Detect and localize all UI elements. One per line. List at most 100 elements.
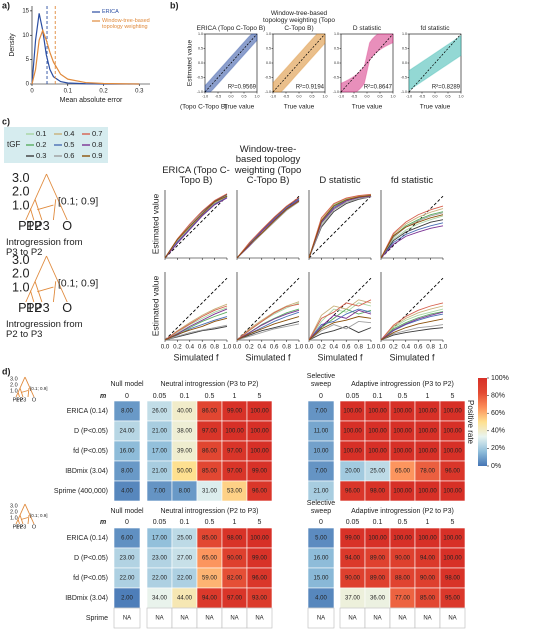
x-tick-label: -1.0 [338, 94, 344, 98]
colorbar-tick-label: 20% [491, 445, 505, 452]
series-line [236, 303, 300, 341]
series-line [236, 323, 300, 341]
tree-branch [52, 281, 57, 303]
cell-label: NA [373, 616, 381, 622]
density-line [31, 28, 140, 85]
tree-branch [25, 255, 47, 303]
x-tick-label: 1.0 [439, 344, 448, 351]
m-value: 0.5 [205, 519, 215, 526]
tree-branch [29, 290, 35, 303]
cell-label: 8.00 [121, 469, 133, 475]
x-tick-label: 1.0 [367, 344, 376, 351]
cell-label: 65.00 [395, 469, 411, 475]
row-label: Introgression from P2 to P3 [6, 319, 83, 340]
m-value: 0.5 [398, 519, 408, 526]
x-tick-label: 0.0 [233, 344, 242, 351]
cell-label: 94.00 [202, 596, 218, 602]
cell-label: 98.00 [445, 576, 461, 582]
series-line [380, 208, 444, 259]
row-label: fd (P<0.05) [73, 448, 108, 455]
series-line [236, 316, 300, 341]
colorbar [478, 378, 487, 466]
series-line [308, 195, 372, 259]
cell-label: 90.00 [420, 576, 436, 582]
cell-label: 100.00 [393, 449, 412, 455]
cell-label: 100.00 [418, 449, 437, 455]
tree-tip: P2 [16, 524, 23, 530]
cell-label: 100.00 [368, 536, 387, 542]
group-title: Adaptive introgression (P3 to P2) [351, 381, 454, 389]
series-line [380, 212, 444, 259]
cell-label: 21.00 [313, 489, 329, 495]
tree-tip: O [32, 524, 37, 530]
series-line [308, 196, 372, 259]
series-line [308, 316, 372, 341]
cell-label: 100.00 [250, 449, 269, 455]
cell-label: NA [398, 616, 406, 622]
cell-label: NA [180, 616, 188, 622]
tree-tip: P3 [34, 219, 49, 233]
legend-label: 0.2 [36, 140, 46, 149]
x-tick-label: 0.8 [354, 344, 363, 351]
cell-label: 96.00 [252, 489, 268, 495]
series-line [380, 222, 444, 259]
row-label: fd (P<0.05) [73, 575, 108, 582]
gene-flow [20, 517, 29, 520]
column-title: Window-tree-based topology weighting (To… [234, 143, 302, 187]
tree-tip: P2 [26, 219, 41, 233]
cell-label: 21.00 [152, 469, 168, 475]
tree-time: 2.0 [12, 267, 30, 281]
gene-flow [37, 286, 54, 293]
m-value: 0.1 [180, 519, 190, 526]
cell-label: 50.00 [177, 469, 193, 475]
y-axis-label: Density [9, 33, 16, 57]
cell-label: 34.00 [152, 596, 168, 602]
cell-label: 100.00 [443, 556, 462, 562]
cell-label: 25.00 [370, 469, 386, 475]
cell-label: NA [123, 616, 131, 622]
cell-label: 97.00 [202, 429, 218, 435]
cell-label: 25.00 [177, 536, 193, 542]
m-value: 5 [451, 393, 455, 400]
tree-tip: O [32, 397, 37, 403]
cell-label: 7.00 [315, 409, 327, 415]
cell-label: 94.00 [420, 556, 436, 562]
series-line [236, 197, 300, 259]
x-tick-label: 0.3 [135, 89, 144, 95]
density-line [31, 13, 140, 85]
colorbar-tick-label: 100% [491, 375, 509, 382]
series-line [308, 325, 372, 341]
cell-label: 53.00 [227, 489, 243, 495]
group-title: Neutral introgression (P2 to P3) [160, 508, 259, 516]
panel-label: b) [170, 0, 179, 10]
m-value: 0.05 [153, 393, 167, 400]
y-tick-label: 1.0 [266, 32, 271, 36]
cell-label: NA [155, 616, 163, 622]
x-tick-label: -0.5 [419, 94, 425, 98]
identity-line [380, 195, 444, 259]
series-line [236, 199, 300, 259]
tree-time: 3.0 [12, 171, 30, 185]
tree-tip: P1 [13, 397, 20, 403]
x-tick-label: 0.0 [377, 344, 386, 351]
identity-line [236, 277, 300, 341]
series-line [380, 214, 444, 259]
legend-title: tGF [7, 140, 20, 149]
row-label: ERICA (0.14) [67, 408, 108, 415]
series-line [164, 195, 228, 259]
tree-branch [27, 514, 30, 525]
cell-label: 44.00 [177, 596, 193, 602]
identity-line [272, 33, 326, 93]
cell-label: 100.00 [393, 536, 412, 542]
cell-label: 100.00 [250, 429, 269, 435]
m-value: 0 [125, 519, 129, 526]
x-tick-label: -0.5 [283, 94, 289, 98]
y-tick-label: -1.0 [333, 90, 339, 94]
cell-label: 98.00 [227, 536, 243, 542]
tree-time: 2.0 [10, 382, 18, 388]
heatmap-cell [307, 607, 335, 629]
tree-tip: P2 [26, 301, 41, 315]
series-line [380, 302, 444, 341]
cell-label: 100.00 [393, 409, 412, 415]
